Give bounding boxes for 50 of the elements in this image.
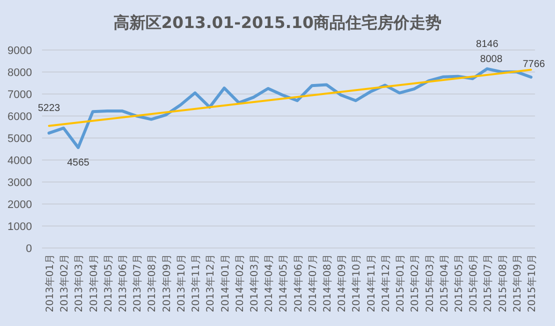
x-tick-label: 2015年06月 [468,254,480,312]
data-label: 8008 [480,54,503,65]
x-tick-label: 2014年07月 [306,254,319,312]
data-label: 7766 [522,59,546,70]
x-tick-label: 2014年10月 [350,254,363,312]
x-tick-label: 2014年12月 [380,254,392,312]
x-tick-label: 2013年01月 [44,254,56,312]
x-tick-label: 2014年02月 [234,254,246,312]
x-tick-label: 2015年05月 [452,254,465,312]
data-label: 5223 [38,103,61,114]
x-tick-label: 2013年09月 [160,254,173,312]
data-label: 8146 [476,38,499,50]
x-tick-label: 2015年02月 [409,254,422,312]
x-tick-label: 2014年03月 [248,254,260,312]
x-tick-label: 2015年09月 [511,254,524,312]
x-tick-label: 2015年04月 [438,254,450,312]
data-label: 4565 [67,158,90,169]
y-tick-label: 0 [26,243,32,255]
x-tick-label: 2015年08月 [496,254,509,312]
x-tick-label: 2014年04月 [263,254,276,312]
x-tick-label: 2015年03月 [424,254,436,312]
x-tick-label: 2013年02月 [58,254,71,312]
x-tick-label: 2014年11月 [365,254,378,312]
x-tick-label: 2015年01月 [394,254,407,312]
y-tick-label: 1000 [8,221,32,233]
y-tick-label: 9000 [8,45,32,57]
x-tick-label: 2013年12月 [204,254,217,312]
y-tick-label: 7000 [8,89,32,101]
y-tick-label: 3000 [8,177,32,189]
y-tick-label: 6000 [8,111,32,123]
x-tick-label: 2014年08月 [322,254,334,312]
y-tick-label: 8000 [8,67,32,79]
chart-title: 高新区2013.01-2015.10商品住宅房价走势 [113,13,442,32]
x-tick-label: 2014年06月 [292,254,304,312]
x-tick-label: 2013年10月 [175,254,188,312]
x-tick-label: 2015年07月 [482,254,494,312]
y-tick-label: 2000 [8,199,32,211]
y-tick-label: 4000 [8,155,32,167]
x-tick-label: 2013年11月 [190,254,202,312]
x-tick-label: 2014年09月 [336,254,348,312]
x-tick-label: 2013年03月 [73,254,86,312]
x-tick-label: 2013年07月 [132,254,144,312]
x-tick-label: 2014年05月 [278,254,290,312]
x-tick-label: 2014年01月 [219,254,232,312]
x-tick-label: 2015年10月 [526,254,538,312]
y-tick-label: 5000 [8,133,32,145]
x-tick-label: 2013年08月 [146,254,158,312]
x-tick-label: 2013年06月 [117,254,130,312]
x-tick-label: 2013年04月 [88,254,100,312]
x-tick-label: 2013年05月 [102,254,114,312]
